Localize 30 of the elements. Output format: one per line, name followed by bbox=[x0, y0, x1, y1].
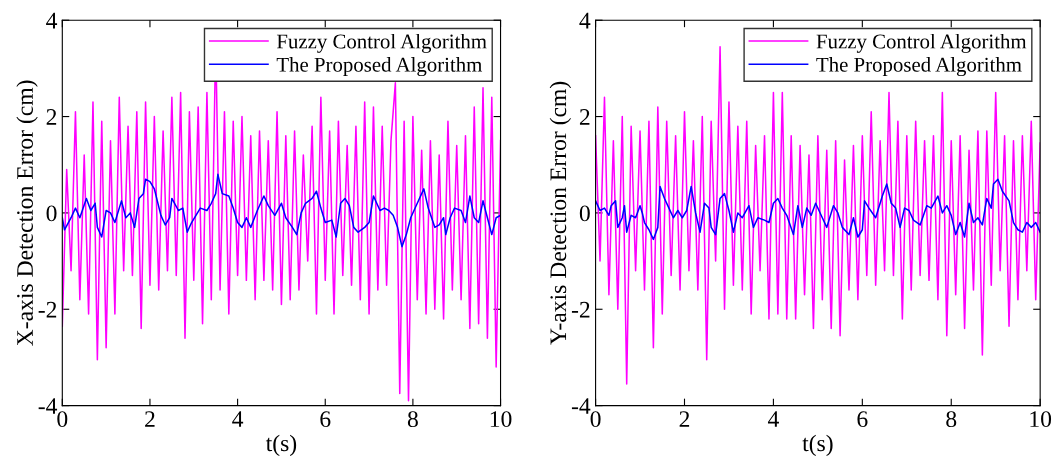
y-tick-label: 4 bbox=[46, 12, 58, 29]
legend-label: Fuzzy Control Algorithm bbox=[276, 33, 487, 53]
x-tick-label: 6 bbox=[320, 411, 331, 428]
y-tick-label: 2 bbox=[579, 109, 590, 125]
y-axis-title: Y-axis Detection Error (cm) bbox=[549, 81, 572, 345]
line-series bbox=[62, 173, 501, 248]
x-tick-label: 10 bbox=[490, 411, 512, 428]
y-tick-label: -4 bbox=[571, 398, 591, 414]
y-tick-label: 2 bbox=[46, 109, 57, 125]
x-tick-label: 4 bbox=[767, 411, 779, 427]
x-tick-label: 4 bbox=[232, 411, 244, 427]
legend-label: The Proposed Algorithm bbox=[816, 57, 1022, 77]
y-axis-title: X-axis Detection Error (cm) bbox=[16, 80, 38, 346]
y-tick-label: 0 bbox=[46, 205, 57, 222]
x-tick-label: 10 bbox=[1030, 411, 1052, 428]
x-tick-label: 8 bbox=[946, 411, 957, 428]
legend-label: The Proposed Algorithm bbox=[276, 57, 483, 77]
y-tick-label: -2 bbox=[571, 301, 590, 318]
x-axis-title: t(s) bbox=[802, 434, 833, 457]
legend-label: Fuzzy Control Algorithm bbox=[816, 33, 1027, 53]
y-tick-label: 4 bbox=[579, 12, 591, 29]
x-axis-title: t(s) bbox=[265, 434, 297, 457]
line-series bbox=[595, 178, 1041, 241]
x-tick-label: 2 bbox=[145, 411, 155, 427]
y-tick-label: -4 bbox=[38, 398, 58, 414]
y-tick-label: 0 bbox=[579, 205, 590, 222]
x-tick-label: 6 bbox=[857, 411, 868, 428]
y-tick-label: -2 bbox=[38, 301, 57, 318]
x-tick-label: 8 bbox=[407, 411, 418, 428]
x-tick-label: 2 bbox=[679, 411, 690, 427]
